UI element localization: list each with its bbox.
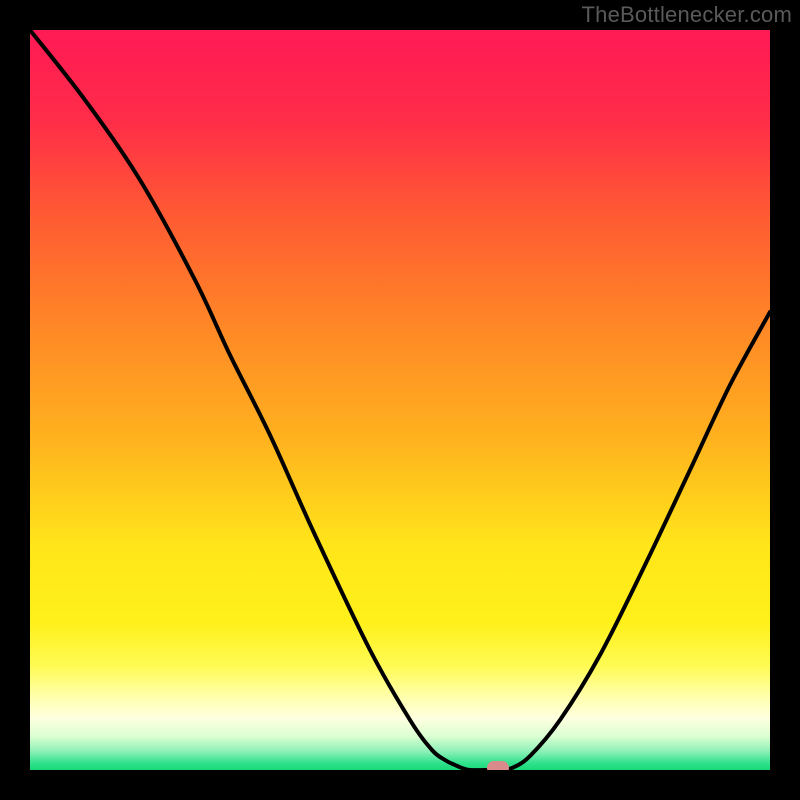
bottleneck-curve <box>30 30 770 770</box>
watermark-label: TheBottlenecker.com <box>582 2 792 28</box>
optimal-point-marker <box>487 761 509 770</box>
plot-area <box>30 30 770 770</box>
bottleneck-chart-root: TheBottlenecker.com <box>0 0 800 800</box>
